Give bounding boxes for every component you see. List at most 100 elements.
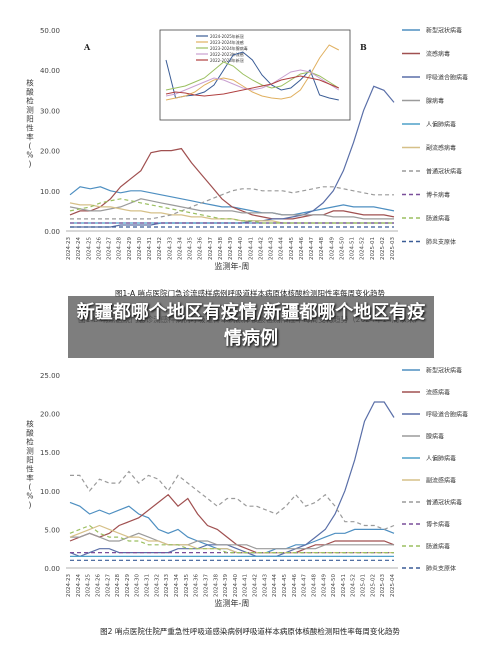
series-line bbox=[69, 147, 395, 220]
x-tick-label: 2024-50 bbox=[331, 574, 337, 597]
y-tick-label: 50.00 bbox=[40, 27, 60, 35]
x-tick-label: 2024-32 bbox=[157, 237, 163, 260]
x-tick-label: 2024-46 bbox=[292, 574, 298, 597]
y-axis-label: % bbox=[26, 151, 33, 160]
y-axis-label: 酸 bbox=[26, 428, 34, 438]
x-tick-label: 2024-25 bbox=[86, 237, 92, 260]
chart-title: 图2 哨点医院住院严重急性呼吸道感染病例呼吸道样本病原体核酸检测阳性率每周变化趋… bbox=[100, 626, 400, 636]
y-tick-label: 40.00 bbox=[40, 67, 60, 75]
x-tick-label: 2024-51 bbox=[350, 237, 356, 260]
y-tick-label: 0.00 bbox=[44, 565, 60, 573]
x-tick-label: 2024-31 bbox=[147, 237, 153, 260]
inset-legend-label: 2022-2023年流感 bbox=[210, 51, 244, 57]
x-axis-label: 监测年-周 bbox=[215, 261, 250, 271]
legend-label: 新型冠状病毒 bbox=[426, 27, 462, 35]
y-axis-label: 检 bbox=[26, 96, 34, 106]
x-tick-label: 2024-49 bbox=[329, 237, 335, 260]
y-axis-label: 性 bbox=[26, 464, 34, 474]
x-tick-label: 2024-34 bbox=[174, 574, 180, 597]
x-tick-label: 2024-43 bbox=[262, 574, 268, 597]
x-tick-label: 2024-41 bbox=[248, 237, 254, 260]
legend-label: 呼吸道合胞病毒 bbox=[426, 74, 468, 82]
y-axis-label: % bbox=[26, 492, 33, 501]
x-tick-label: 2024-36 bbox=[198, 237, 204, 260]
inset-legend-label: 2023-2024年腺病毒 bbox=[210, 45, 248, 51]
inset-series-line bbox=[165, 44, 340, 101]
series-line bbox=[69, 202, 394, 224]
overlay-banner-text: 新疆都哪个地区有疫情/新疆都哪个地区有疫情病例 bbox=[76, 302, 426, 349]
inset-legend-label: 2024-2025年新冠 bbox=[210, 33, 244, 39]
y-tick-label: 25.00 bbox=[40, 372, 60, 380]
inset-series-line bbox=[165, 75, 339, 97]
legend-label: 腺病毒 bbox=[426, 433, 444, 441]
x-tick-label: 2024-23 bbox=[66, 574, 72, 597]
x-tick-label: 2024-30 bbox=[135, 574, 141, 597]
x-tick-label: 2024-27 bbox=[105, 574, 111, 597]
y-axis-label: 酸 bbox=[26, 87, 34, 97]
x-tick-label: 2024-35 bbox=[188, 237, 194, 260]
x-tick-label: 2024-47 bbox=[302, 574, 308, 597]
overlay-banner bbox=[68, 296, 434, 358]
x-tick-label: 2024-43 bbox=[269, 237, 275, 260]
x-tick-label: 2024-52 bbox=[351, 574, 357, 597]
x-tick-label: 2025-03 bbox=[390, 237, 396, 260]
y-axis-label: 率 bbox=[26, 473, 34, 483]
legend-label: 流感病毒 bbox=[426, 389, 450, 397]
x-tick-label: 2024-44 bbox=[272, 574, 278, 597]
x-tick-label: 2024-50 bbox=[339, 237, 345, 260]
series-line bbox=[69, 493, 395, 554]
x-tick-label: 2025-02 bbox=[380, 237, 386, 260]
series-line bbox=[69, 524, 394, 554]
x-tick-label: 2025-04 bbox=[390, 574, 396, 597]
x-tick-label: 2024-48 bbox=[311, 574, 317, 597]
x-tick-label: 2024-48 bbox=[319, 237, 325, 260]
legend-label: 肺炎支原体 bbox=[426, 238, 456, 246]
x-tick-label: 2025-01 bbox=[361, 574, 367, 597]
x-tick-label: 2024-25 bbox=[86, 574, 92, 597]
legend-label: 博卡病毒 bbox=[426, 191, 450, 199]
x-tick-label: 2025-03 bbox=[380, 574, 386, 597]
y-tick-label: 10.00 bbox=[40, 188, 60, 196]
x-tick-label: 2024-29 bbox=[125, 574, 131, 597]
x-tick-label: 2024-30 bbox=[137, 237, 143, 260]
x-tick-label: 2024-42 bbox=[258, 237, 264, 260]
x-tick-label: 2024-33 bbox=[164, 574, 170, 597]
x-tick-label: 2024-28 bbox=[117, 237, 123, 260]
x-tick-label: 2024-51 bbox=[341, 574, 347, 597]
x-tick-label: 2024-26 bbox=[96, 237, 102, 260]
x-tick-label: 2024-41 bbox=[243, 574, 249, 597]
x-tick-label: 2025-02 bbox=[370, 574, 376, 597]
x-tick-label: 2024-37 bbox=[208, 237, 214, 260]
y-tick-label: 20.00 bbox=[40, 148, 60, 156]
x-tick-label: 2024-28 bbox=[115, 574, 121, 597]
y-axis-label: ) bbox=[29, 501, 32, 510]
chart-title: 图1-A 哨点医院门急诊流感样病例呼吸道样本病原体核酸检测阳性率每周变化趋势 bbox=[115, 288, 385, 298]
legend-label: 肠道病毒 bbox=[426, 215, 450, 223]
legend-label: 流感病毒 bbox=[426, 50, 450, 58]
y-axis-label: 阳 bbox=[26, 456, 34, 465]
x-tick-label: 2024-26 bbox=[95, 574, 101, 597]
y-axis-label: 性 bbox=[26, 123, 34, 133]
series-line bbox=[70, 186, 394, 220]
legend-label: 博卡病毒 bbox=[426, 521, 450, 529]
inset-series-line bbox=[165, 69, 340, 97]
x-tick-label: 2024-40 bbox=[233, 574, 239, 597]
x-tick-label: 2024-37 bbox=[203, 574, 209, 597]
y-axis-label: 阳 bbox=[26, 115, 34, 124]
x-tick-label: 2025-01 bbox=[370, 237, 376, 260]
x-tick-label: 2024-24 bbox=[76, 237, 82, 260]
x-tick-label: 2024-39 bbox=[228, 237, 234, 260]
y-tick-label: 10.00 bbox=[40, 488, 60, 496]
legend-label: 腺病毒 bbox=[426, 97, 444, 105]
legend-label: 肠道病毒 bbox=[426, 543, 450, 551]
x-tick-label: 2024-24 bbox=[76, 574, 82, 597]
y-tick-label: 20.00 bbox=[40, 411, 60, 419]
x-tick-label: 2024-29 bbox=[127, 237, 133, 260]
x-tick-label: 2024-45 bbox=[289, 237, 295, 260]
x-tick-label: 2024-38 bbox=[213, 574, 219, 597]
y-axis-label: 测 bbox=[26, 106, 34, 115]
legend-label: 新型冠状病毒 bbox=[426, 367, 462, 375]
x-tick-label: 2024-39 bbox=[223, 574, 229, 597]
y-axis-label: ( bbox=[29, 483, 32, 492]
